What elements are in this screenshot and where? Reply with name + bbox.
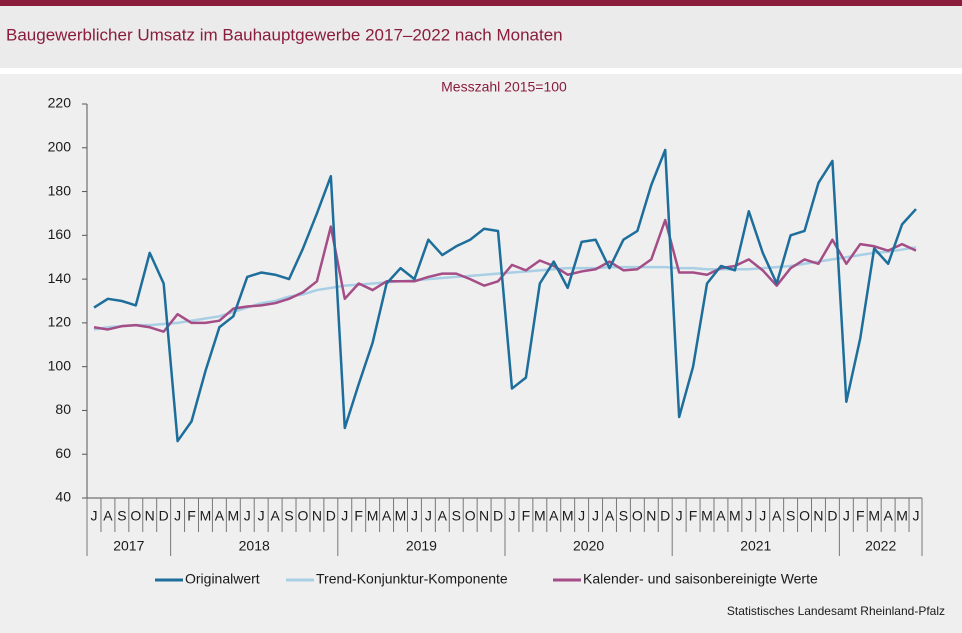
year-label: 2018	[239, 538, 270, 554]
x-tick-label: F	[856, 508, 865, 524]
x-tick-label: M	[395, 508, 407, 524]
series-line	[93, 218, 917, 333]
x-tick-label: J	[578, 508, 585, 524]
y-tick-label: 180	[48, 182, 72, 198]
top-bar	[0, 0, 962, 6]
x-tick-label: A	[605, 508, 615, 524]
x-tick-label: N	[813, 508, 823, 524]
x-tick-label: M	[868, 508, 880, 524]
x-tick-label: N	[145, 508, 155, 524]
x-tick-label: J	[341, 508, 348, 524]
x-tick-label: D	[660, 508, 670, 524]
x-tick-label: O	[465, 508, 476, 524]
header-bg	[0, 6, 962, 68]
x-tick-label: F	[689, 508, 698, 524]
x-tick-label: M	[701, 508, 713, 524]
x-tick-label: M	[896, 508, 908, 524]
x-tick-label: J	[411, 508, 418, 524]
x-tick-label: N	[646, 508, 656, 524]
x-tick-label: D	[493, 508, 503, 524]
legend-label: Trend-Konjunktur-Komponente	[316, 571, 508, 587]
x-tick-label: M	[200, 508, 212, 524]
x-tick-label: O	[130, 508, 141, 524]
x-tick-label: S	[117, 508, 126, 524]
year-label: 2020	[573, 538, 604, 554]
x-tick-label: J	[508, 508, 515, 524]
x-tick-label: F	[522, 508, 531, 524]
x-tick-label: M	[534, 508, 546, 524]
x-tick-label: A	[883, 508, 893, 524]
x-tick-label: O	[298, 508, 309, 524]
x-tick-label: S	[786, 508, 795, 524]
x-tick-label: D	[326, 508, 336, 524]
x-tick-label: M	[367, 508, 379, 524]
x-tick-label: O	[799, 508, 810, 524]
y-tick-label: 120	[48, 314, 72, 330]
x-tick-label: A	[215, 508, 225, 524]
plot-bg	[0, 74, 962, 633]
x-tick-label: A	[772, 508, 782, 524]
year-label: 2021	[740, 538, 771, 554]
x-tick-label: F	[187, 508, 196, 524]
x-tick-label: A	[382, 508, 392, 524]
x-tick-label: J	[913, 508, 920, 524]
x-tick-label: F	[354, 508, 363, 524]
x-tick-label: A	[438, 508, 448, 524]
x-tick-label: J	[174, 508, 181, 524]
x-tick-label: M	[562, 508, 574, 524]
x-tick-label: D	[159, 508, 169, 524]
chart-subtitle: Messzahl 2015=100	[441, 79, 567, 95]
x-tick-label: S	[619, 508, 628, 524]
x-tick-label: J	[91, 508, 98, 524]
y-tick-label: 40	[55, 489, 71, 505]
year-label: 2019	[406, 538, 437, 554]
x-tick-label: S	[452, 508, 461, 524]
separator	[0, 68, 962, 74]
source: Statistisches Landesamt Rheinland-Pfalz	[727, 604, 945, 618]
x-tick-label: A	[716, 508, 726, 524]
x-tick-label: J	[425, 508, 432, 524]
x-tick-label: N	[312, 508, 322, 524]
x-tick-label: M	[729, 508, 741, 524]
x-tick-label: J	[843, 508, 850, 524]
x-tick-label: N	[479, 508, 489, 524]
y-tick-label: 60	[55, 445, 71, 461]
y-tick-label: 140	[48, 270, 72, 286]
y-tick-label: 220	[48, 95, 72, 111]
legend-label: Kalender- und saisonbereinigte Werte	[583, 571, 818, 587]
y-tick-label: 80	[55, 401, 71, 417]
x-tick-label: M	[227, 508, 239, 524]
chart-title: Baugewerblicher Umsatz im Bauhauptgewerb…	[6, 25, 563, 44]
x-tick-label: J	[745, 508, 752, 524]
series-line	[93, 148, 917, 443]
x-tick-label: J	[592, 508, 599, 524]
x-tick-label: A	[103, 508, 113, 524]
year-label: 2017	[113, 538, 144, 554]
x-tick-label: O	[632, 508, 643, 524]
x-tick-label: J	[244, 508, 251, 524]
y-tick-label: 160	[48, 226, 72, 242]
x-tick-label: J	[258, 508, 265, 524]
x-tick-label: S	[284, 508, 293, 524]
legend-label: Originalwert	[185, 571, 260, 587]
x-tick-label: A	[270, 508, 280, 524]
y-tick-label: 100	[48, 357, 72, 373]
y-tick-label: 200	[48, 138, 72, 154]
year-label: 2022	[865, 538, 896, 554]
x-tick-label: A	[549, 508, 559, 524]
x-tick-label: J	[676, 508, 683, 524]
x-tick-label: J	[759, 508, 766, 524]
x-tick-label: D	[827, 508, 837, 524]
